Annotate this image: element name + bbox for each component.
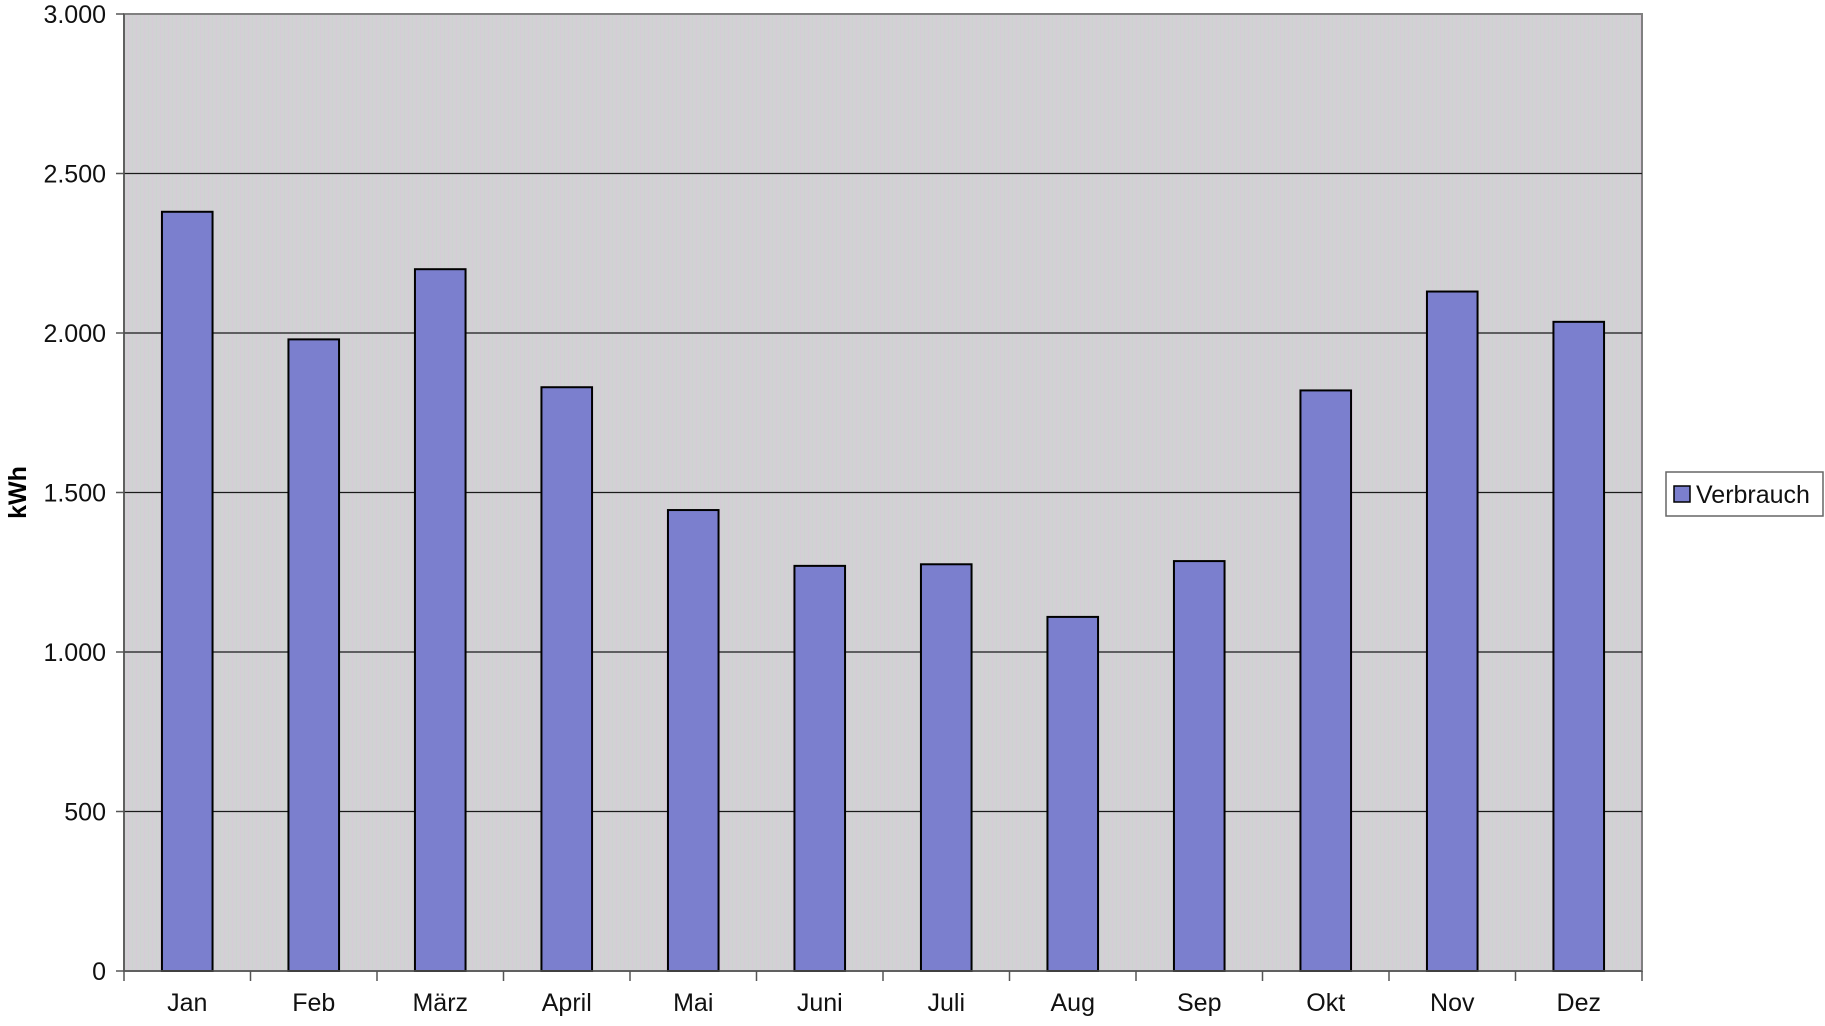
x-tick-labels: Jan Feb März April Mai Juni Juli Aug Sep Okt Nov De… — [167, 989, 1601, 1017]
legend-swatch — [1673, 485, 1691, 503]
x-tick-label: Okt — [1306, 989, 1345, 1017]
axes — [116, 13, 1643, 981]
x-tick-label: Dez — [1557, 989, 1601, 1017]
bar-juni — [793, 564, 847, 972]
legend-box — [1665, 471, 1824, 517]
y-tick-label: 2.000 — [43, 320, 106, 348]
x-tick-label: Feb — [292, 989, 335, 1017]
y-tick-label: 1.000 — [43, 639, 106, 667]
bar-aug — [1046, 615, 1100, 972]
bar-okt — [1299, 389, 1353, 973]
bar-series-verbrauch — [160, 210, 1606, 973]
bar-märz — [413, 268, 467, 972]
bar-april — [540, 386, 594, 973]
bar-feb — [287, 338, 341, 972]
bar-sep — [1172, 560, 1226, 973]
bar-nov — [1425, 290, 1479, 972]
y-tick-labels: 0 500 1.000 1.500 2.000 2.500 3.000 — [43, 1, 106, 986]
x-tick-label: Jan — [167, 989, 207, 1017]
bar-jan — [160, 210, 214, 972]
y-axis-title: kWh — [4, 466, 32, 519]
y-tick-label: 500 — [64, 799, 106, 827]
y-tick-label: 1.500 — [43, 480, 106, 508]
bar-dez — [1552, 320, 1606, 972]
x-tick-label: Aug — [1051, 989, 1095, 1017]
y-tick-label: 0 — [92, 958, 106, 986]
x-tick-label: April — [542, 989, 592, 1017]
x-tick-label: Juli — [927, 989, 965, 1017]
x-tick-label: Mai — [673, 989, 713, 1017]
gridlines — [124, 172, 1642, 813]
bar-juli — [919, 563, 973, 973]
x-tick-label: Sep — [1177, 989, 1221, 1017]
legend: Verbrauch — [1665, 471, 1824, 517]
y-tick-label: 2.500 — [43, 161, 106, 189]
y-tick-label: 3.000 — [43, 1, 106, 29]
legend-label: Verbrauch — [1696, 481, 1810, 509]
x-tick-label: März — [412, 989, 468, 1017]
x-tick-label: Nov — [1430, 989, 1475, 1017]
x-tick-label: Juni — [797, 989, 843, 1017]
bar-mai — [666, 509, 720, 972]
